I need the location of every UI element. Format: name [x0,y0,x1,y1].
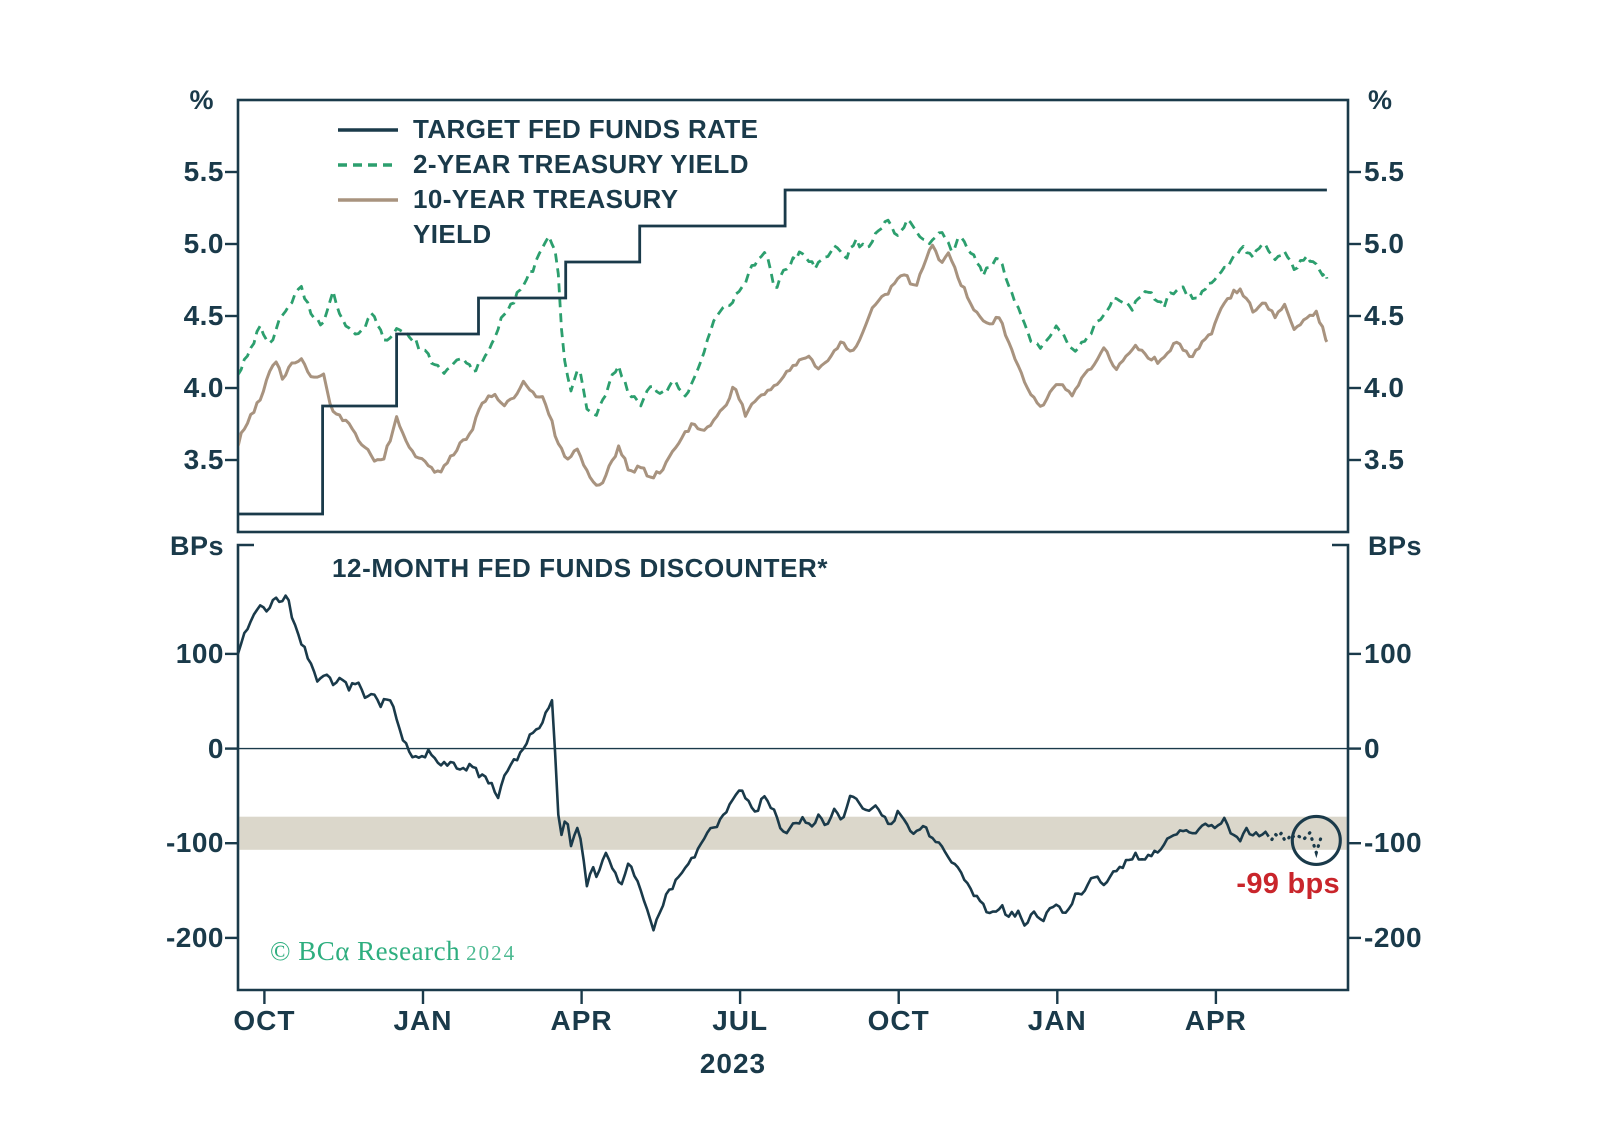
y-axis-label-right: 4.5 [1364,300,1405,331]
x-axis-month-label: JAN [393,1005,453,1036]
legend-label: TARGET FED FUNDS RATE [413,114,759,144]
two-year-yield-dashed-line-icon [338,163,398,167]
legend-label: 2-YEAR TREASURY YIELD [413,149,749,179]
latest-value-label: -99 bps [1236,868,1340,900]
y-axis-label-right: 5.5 [1364,156,1405,187]
legend-label-line2: YIELD [413,219,492,249]
legend-row-target-fed-funds: TARGET FED FUNDS RATE [336,112,758,147]
y-axis-label-right: -100 [1364,827,1423,859]
x-axis-month-label: JAN [1027,1005,1087,1036]
legend-label: 10-YEAR TREASURY [413,184,679,214]
top-right-axis-unit: % [1368,85,1393,115]
legend-row-2-year-yield: 2-YEAR TREASURY YIELD [336,147,758,182]
ten-year-yield-line-icon [338,198,398,202]
y-axis-label-left: 5.5 [183,156,224,187]
legend-row-10-year-yield: 10-YEAR TREASURY YIELD [336,182,758,252]
y-axis-label-left: 3.5 [183,444,224,475]
y-axis-label-right: 100 [1364,637,1413,669]
chart-legend: TARGET FED FUNDS RATE 2-YEAR TREASURY YI… [336,112,758,252]
bottom-panel-title: 12-MONTH FED FUNDS DISCOUNTER* [332,553,829,583]
y-axis-label-right: 5.0 [1364,228,1405,259]
x-axis-month-label: APR [1184,1005,1247,1036]
x-axis-month-label: OCT [233,1005,296,1036]
y-axis-label-left: 100 [175,637,224,669]
y-axis-label-right: 0 [1364,732,1381,764]
y-axis-label-left: 0 [207,732,224,764]
x-axis-year-label: 2023 [699,1048,767,1079]
x-axis-month-label: APR [550,1005,613,1036]
target-fed-funds-line-icon [338,128,398,132]
x-axis-month-label: OCT [867,1005,930,1036]
y-axis-label-left: 5.0 [183,228,224,259]
copyright-year: 2024 [466,941,517,965]
bottom-left-axis-unit: BPs [169,531,224,561]
y-axis-label-left: -200 [165,921,224,953]
x-axis-month-label: JUL [712,1005,769,1036]
y-axis-label-left: 4.0 [183,372,224,403]
y-axis-label-right: -200 [1364,921,1423,953]
y-axis-label-right: 4.0 [1364,372,1405,403]
y-axis-label-left: -100 [165,827,224,859]
y-axis-label-right: 3.5 [1364,444,1405,475]
bottom-right-axis-unit: BPs [1368,531,1423,561]
copyright-text: © BCα Research [270,936,461,966]
y-axis-label-left: 4.5 [183,300,224,331]
copyright: © BCα Research 2024 [270,936,516,967]
top-left-axis-unit: % [189,85,214,115]
